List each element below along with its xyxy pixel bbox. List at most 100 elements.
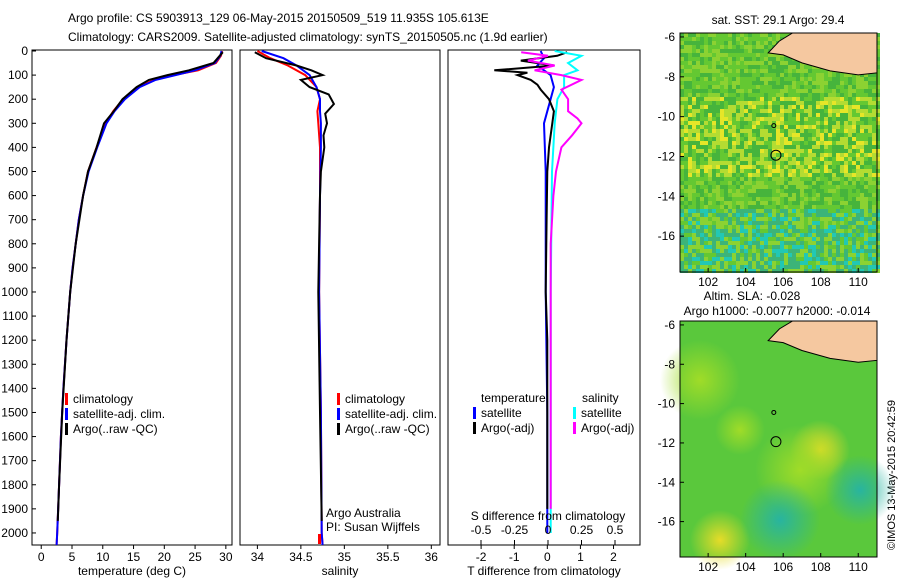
sst-cell [868,149,872,153]
sst-cell [828,197,832,201]
sst-cell [876,41,880,45]
sst-cell [876,69,880,73]
sst-cell [680,153,684,157]
sst-cell [764,33,768,37]
sst-cell [752,269,756,273]
sst-cell [792,205,796,209]
sst-cell [784,101,788,105]
sst-cell [760,69,764,73]
sst-cell [832,169,836,173]
sst-cell [768,77,772,81]
sst-cell [840,85,844,89]
sst-cell [812,213,816,217]
sst-cell [868,237,872,241]
sst-cell [736,181,740,185]
sst-cell [848,269,852,273]
sst-cell [820,81,824,85]
sst-cell [816,233,820,237]
sst-cell [876,109,880,113]
sst-cell [816,217,820,221]
sst-cell [688,41,692,45]
sst-cell [772,253,776,257]
sst-cell [856,245,860,249]
sst-cell [740,245,744,249]
sst-cell [760,125,764,129]
sst-cell [828,141,832,145]
sst-cell [848,245,852,249]
sst-cell [688,85,692,89]
sst-cell [684,245,688,249]
sst-cell [684,261,688,265]
sst-cell [768,89,772,93]
sst-cell [832,125,836,129]
sst-cell [680,205,684,209]
sst-cell [736,249,740,253]
sst-cell [696,145,700,149]
sst-cell [876,229,880,233]
sst-cell [840,213,844,217]
sst-cell [720,129,724,133]
sst-cell [816,89,820,93]
sst-cell [820,201,824,205]
sst-cell [780,213,784,217]
sst-cell [760,217,764,221]
sst-cell [692,169,696,173]
sst-cell [804,177,808,181]
sst-cell [780,73,784,77]
sst-cell [732,133,736,137]
series-climatology [55,50,224,546]
sst-cell [812,249,816,253]
sst-cell [720,181,724,185]
sst-cell [748,41,752,45]
sst-cell [872,77,876,81]
sst-cell [740,233,744,237]
sst-cell [796,133,800,137]
sst-cell [680,225,684,229]
sst-cell [844,81,848,85]
sst-cell [764,137,768,141]
sst-cell [832,121,836,125]
sst-cell [852,197,856,201]
sst-cell [736,185,740,189]
sst-cell [768,253,772,257]
sst-cell [680,261,684,265]
sst-cell [856,145,860,149]
sst-cell [796,197,800,201]
sst-cell [680,121,684,125]
sst-cell [720,109,724,113]
sst-cell [716,49,720,53]
series-climatology [256,50,324,546]
sst-cell [752,233,756,237]
sst-cell [700,81,704,85]
sst-cell [752,209,756,213]
sst-cell [744,233,748,237]
sst-cell [708,69,712,73]
sst-cell [844,113,848,117]
sst-cell [848,85,852,89]
sst-cell [732,185,736,189]
sst-cell [736,265,740,269]
temperature-panel: 0100200300400500600700800900100011001200… [1,44,233,578]
sst-cell [696,185,700,189]
sst-cell [816,101,820,105]
sst-cell [784,125,788,129]
sst-cell [844,125,848,129]
sst-cell [720,165,724,169]
sst-cell [812,81,816,85]
sst-cell [828,261,832,265]
sst-cell [732,141,736,145]
sst-cell [872,153,876,157]
sst-cell [856,129,860,133]
sst-cell [708,41,712,45]
sst-cell [764,125,768,129]
sst-cell [728,209,732,213]
sst-cell [832,85,836,89]
sst-cell [780,221,784,225]
sst-cell [868,141,872,145]
sst-cell [776,189,780,193]
x-tick-label: 104 [736,560,756,574]
sst-cell [716,109,720,113]
sst-cell [692,49,696,53]
sst-cell [796,81,800,85]
sst-cell [808,209,812,213]
